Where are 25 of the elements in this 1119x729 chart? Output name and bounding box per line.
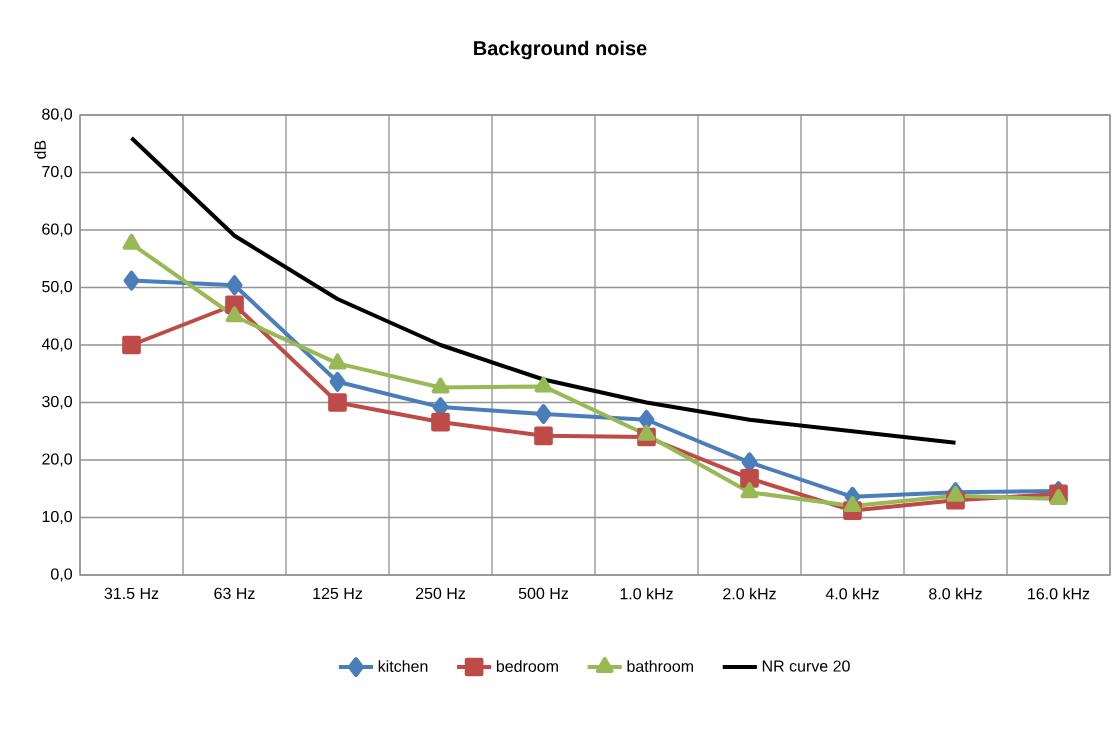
legend-label: bathroom [627,660,693,672]
x-tick-label: 1.0 kHz [620,587,673,600]
x-tick-label: 2.0 kHz [723,587,776,600]
x-tick-label: 63 Hz [214,587,255,600]
y-tick-label: 10,0 [42,510,73,525]
x-tick-label: 4.0 kHz [825,587,879,600]
legend-label: kitchen [378,660,428,672]
y-tick-label: 40,0 [41,338,73,352]
y-tick-label: 60,0 [42,223,73,237]
y-tick-label: 70,0 [42,165,73,180]
legend-label: NR curve 20 [762,660,850,672]
x-tick-label: 16.0 kHz [1028,587,1090,600]
x-tick-label: 125 Hz [313,587,363,600]
x-tick-label: 31.5 Hz [104,587,159,600]
x-tick-label: 250 Hz [415,587,466,600]
y-tick-label: 0,0 [51,568,73,582]
y-axis-title: dB [34,140,46,159]
x-tick-label: 8.0 kHz [929,587,982,600]
y-tick-label: 20,0 [42,453,73,467]
legend-label: bedroom [496,660,558,672]
x-tick-label: 500 Hz [518,587,569,600]
y-tick-label: 30,0 [42,395,73,410]
y-tick-label: 80,0 [42,108,73,122]
chart-title: Background noise [474,40,647,60]
y-tick-label: 50,0 [42,280,73,295]
